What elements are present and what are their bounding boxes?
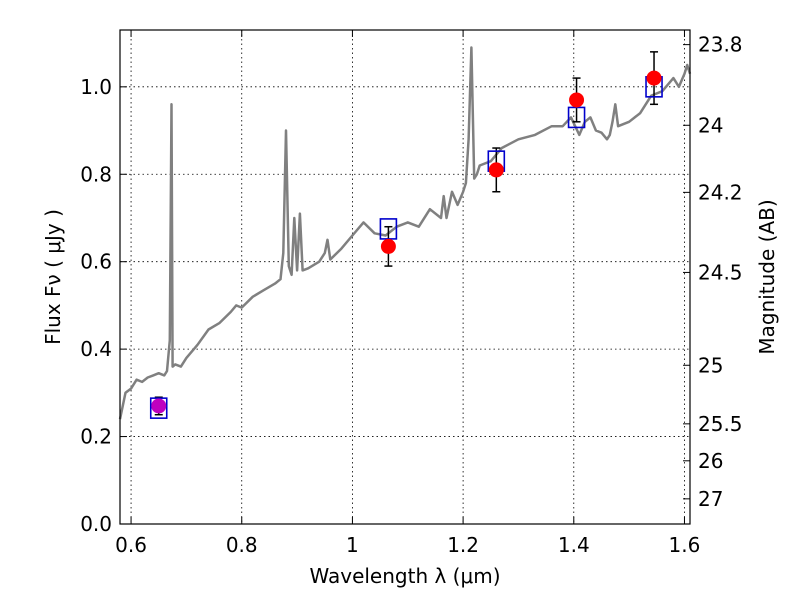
model-box bbox=[149, 397, 168, 419]
spectrum-series bbox=[118, 46, 692, 420]
observed-point bbox=[380, 238, 396, 254]
y2-axis-label: Magnitude (AB) bbox=[755, 199, 779, 354]
y2-tick-label: 27 bbox=[698, 487, 723, 511]
x-tick-label: 1 bbox=[346, 533, 359, 557]
x-tick-label: 0.6 bbox=[115, 533, 147, 557]
y2-tick-label: 25 bbox=[698, 353, 723, 377]
observed-point bbox=[151, 398, 167, 414]
observed-photometry-series bbox=[151, 70, 662, 414]
y2-tick-label: 24 bbox=[698, 113, 723, 137]
x-axis-label: Wavelength λ (μm) bbox=[309, 564, 500, 588]
y2-axis-ticks: 23.8 24 24.2 24.5 25 25.5 26 27 bbox=[683, 33, 743, 511]
spectrum-line bbox=[118, 46, 692, 420]
x-tick-label: 1.2 bbox=[447, 533, 479, 557]
y-tick-label: 0.2 bbox=[80, 425, 112, 449]
observed-point bbox=[646, 70, 662, 86]
y2-tick-label: 24.5 bbox=[698, 260, 743, 284]
error-bars bbox=[154, 51, 659, 416]
y-axis-ticks: 0.0 0.2 0.4 0.6 0.8 1.0 bbox=[80, 75, 127, 536]
x-tick-label: 1.4 bbox=[558, 533, 590, 557]
y-tick-label: 0.6 bbox=[80, 250, 112, 274]
y-tick-label: 1.0 bbox=[80, 75, 112, 99]
model-photometry-series bbox=[149, 76, 663, 419]
y2-tick-label: 23.8 bbox=[698, 33, 743, 57]
y-axis-label: Flux Fν ( μJy ) bbox=[41, 209, 65, 345]
y2-tick-label: 24.2 bbox=[698, 180, 743, 204]
y2-tick-label: 25.5 bbox=[698, 412, 743, 436]
x-tick-label: 1.6 bbox=[669, 533, 701, 557]
y-tick-label: 0.4 bbox=[80, 337, 112, 361]
observed-point bbox=[488, 162, 504, 178]
plot-frame bbox=[119, 29, 691, 525]
y-tick-label: 0.8 bbox=[80, 162, 112, 186]
y-tick-label: 0.0 bbox=[80, 512, 112, 536]
x-axis-ticks: 0.6 0.8 1 1.2 1.4 1.6 bbox=[115, 30, 700, 557]
y2-tick-label: 26 bbox=[698, 449, 723, 473]
grid bbox=[120, 30, 690, 525]
x-tick-label: 0.8 bbox=[226, 533, 258, 557]
observed-point bbox=[569, 92, 585, 108]
